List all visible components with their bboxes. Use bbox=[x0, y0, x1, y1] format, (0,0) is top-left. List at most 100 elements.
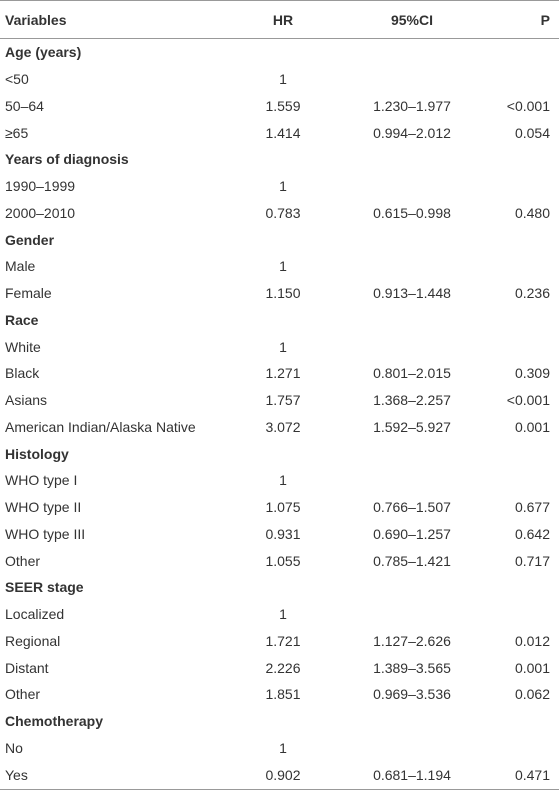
data-row: 2000–2010 0.783 0.615–0.998 0.480 bbox=[0, 200, 559, 227]
cell: 0.931 bbox=[265, 525, 301, 542]
cell: WHO type I bbox=[5, 472, 78, 489]
cell: 0.001 bbox=[514, 659, 550, 676]
cell: 1.414 bbox=[265, 124, 301, 141]
data-row: Male 1 bbox=[0, 253, 559, 280]
cell: 2.226 bbox=[265, 659, 301, 676]
cell: P bbox=[540, 11, 550, 28]
section-row: Race bbox=[0, 307, 559, 334]
cell: Chemotherapy bbox=[5, 713, 104, 730]
data-row: Distant 2.226 1.389–3.565 0.001 bbox=[0, 654, 559, 681]
cell: 0.677 bbox=[514, 499, 550, 516]
data-row: White 1 bbox=[0, 333, 559, 360]
cell: 0.902 bbox=[265, 766, 301, 783]
cell: 0.309 bbox=[514, 365, 550, 382]
cell: ≥65 bbox=[5, 124, 29, 141]
cell: American Indian/Alaska Native bbox=[5, 418, 196, 435]
cell: WHO type III bbox=[5, 525, 86, 542]
cell: 1.230–1.977 bbox=[373, 97, 451, 114]
cell: <50 bbox=[5, 71, 29, 88]
data-row: 50–64 1.559 1.230–1.977 <0.001 bbox=[0, 93, 559, 120]
cell: 0.801–2.015 bbox=[373, 365, 451, 382]
data-row: No 1 bbox=[0, 735, 559, 762]
cell: 3.072 bbox=[265, 418, 301, 435]
data-row: WHO type II 1.075 0.766–1.507 0.677 bbox=[0, 494, 559, 521]
data-row: Other 1.851 0.969–3.536 0.062 bbox=[0, 681, 559, 708]
section-row: Gender bbox=[0, 226, 559, 253]
cell: 1 bbox=[279, 178, 287, 195]
cell: 0.054 bbox=[514, 124, 550, 141]
cell: Years of diagnosis bbox=[5, 151, 129, 168]
data-row: American Indian/Alaska Native 3.072 1.592–… bbox=[0, 414, 559, 441]
cell: 1990–1999 bbox=[5, 178, 76, 195]
cell: 0.062 bbox=[514, 686, 550, 703]
cell: 1.389–3.565 bbox=[373, 659, 451, 676]
cell: 0.471 bbox=[514, 766, 550, 783]
cell: 1.851 bbox=[265, 686, 301, 703]
cell: Regional bbox=[5, 632, 61, 649]
cell: 1 bbox=[279, 472, 287, 489]
data-row: Other 1.055 0.785–1.421 0.717 bbox=[0, 547, 559, 574]
cell: Distant bbox=[5, 659, 49, 676]
cell: HR bbox=[272, 11, 294, 28]
cell: Gender bbox=[5, 231, 55, 248]
section-row: Chemotherapy bbox=[0, 708, 559, 735]
cell: <0.001 bbox=[506, 392, 550, 409]
cell: SEER stage bbox=[5, 579, 84, 596]
cell: 1.271 bbox=[265, 365, 301, 382]
cell: 1.075 bbox=[265, 499, 301, 516]
cell: 1 bbox=[279, 258, 287, 275]
cell: Other bbox=[5, 686, 41, 703]
cell: 0.681–1.194 bbox=[373, 766, 451, 783]
cell: 1.721 bbox=[265, 632, 301, 649]
cell: Other bbox=[5, 552, 41, 569]
cell: 1.055 bbox=[265, 552, 301, 569]
data-row: ≥65 1.414 0.994–2.012 0.054 bbox=[0, 119, 559, 146]
data-row: Regional 1.721 1.127–2.626 0.012 bbox=[0, 628, 559, 655]
cell: 1 bbox=[279, 338, 287, 355]
section-row: Years of diagnosis bbox=[0, 146, 559, 173]
cell: No bbox=[5, 739, 23, 756]
cell: 1.127–2.626 bbox=[373, 632, 451, 649]
cell: 0.783 bbox=[265, 204, 301, 221]
cell: 95%CI bbox=[390, 11, 434, 28]
cell: 1 bbox=[279, 739, 287, 756]
data-row: Black 1.271 0.801–2.015 0.309 bbox=[0, 360, 559, 387]
data-row: <50 1 bbox=[0, 66, 559, 93]
cell: 0.969–3.536 bbox=[373, 686, 451, 703]
cell: 1.757 bbox=[265, 392, 301, 409]
cell: 1.368–2.257 bbox=[373, 392, 451, 409]
cell: Histology bbox=[5, 445, 69, 462]
cell: 1 bbox=[279, 606, 287, 623]
data-row: WHO type III 0.931 0.690–1.257 0.642 bbox=[0, 521, 559, 548]
cell: 0.236 bbox=[514, 285, 550, 302]
cell: 0.615–0.998 bbox=[373, 204, 451, 221]
data-row: Yes 0.902 0.681–1.194 0.471 bbox=[0, 761, 559, 788]
cell: 0.717 bbox=[514, 552, 550, 569]
cell: 1.150 bbox=[265, 285, 301, 302]
cell: Age (years) bbox=[5, 44, 82, 61]
section-row: Histology bbox=[0, 440, 559, 467]
cell: 0.994–2.012 bbox=[373, 124, 451, 141]
data-row: Localized 1 bbox=[0, 601, 559, 628]
cell: 1 bbox=[279, 71, 287, 88]
cell: 0.785–1.421 bbox=[373, 552, 451, 569]
cell: 0.690–1.257 bbox=[373, 525, 451, 542]
cell: 0.012 bbox=[514, 632, 550, 649]
cell: Male bbox=[5, 258, 36, 275]
cell: Yes bbox=[5, 766, 28, 783]
section-row: SEER stage bbox=[0, 574, 559, 601]
cell: 1.559 bbox=[265, 97, 301, 114]
cell: 50–64 bbox=[5, 97, 44, 114]
cell: 0.766–1.507 bbox=[373, 499, 451, 516]
header-row: Variables HR 95%CI P bbox=[0, 0, 559, 39]
data-row: 1990–1999 1 bbox=[0, 173, 559, 200]
data-row: Asians 1.757 1.368–2.257 <0.001 bbox=[0, 387, 559, 414]
section-row: Age (years) bbox=[0, 39, 559, 66]
cell: Female bbox=[5, 285, 52, 302]
cell: Localized bbox=[5, 606, 65, 623]
cell: 0.480 bbox=[514, 204, 550, 221]
cell: Black bbox=[5, 365, 40, 382]
cell: 0.642 bbox=[514, 525, 550, 542]
cell: <0.001 bbox=[506, 97, 550, 114]
